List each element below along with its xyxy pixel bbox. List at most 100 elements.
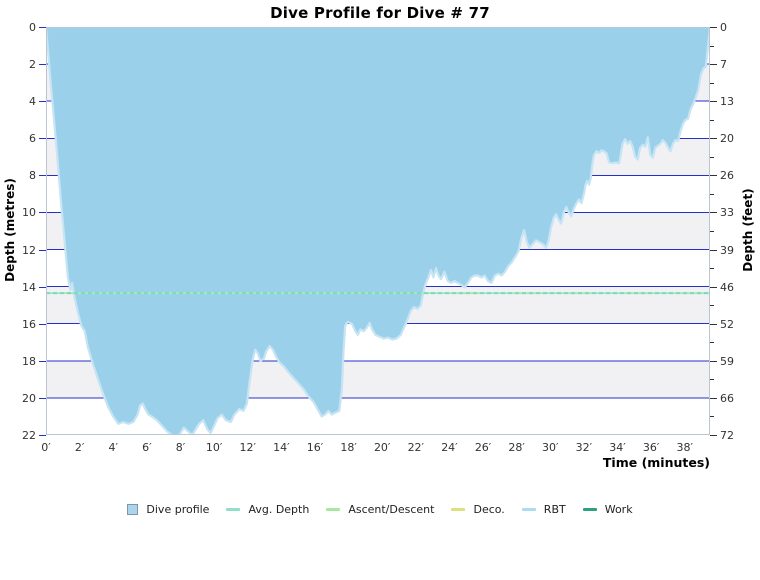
metres-tick-label: 10 [22,206,36,220]
time-tick-label: 22′ [407,441,425,454]
time-tick-label: 2′ [74,441,85,454]
metres-tick-mark [39,249,46,251]
time-tick-label: 10′ [205,441,223,454]
metres-tick-label: 0 [29,21,36,34]
feet-tick-label: 59 [720,354,734,368]
legend-item-label: Work [604,503,633,516]
feet-minor-tick-mark [710,379,714,381]
legend-item-label: RBT [543,503,566,516]
metres-tick-label: 2 [29,58,36,72]
metres-tick-label: 12 [22,243,36,257]
chart-title: Dive Profile for Dive # 77 [270,4,490,22]
feet-minor-tick-mark [710,231,714,232]
feet-tick-mark [710,27,717,28]
feet-tick-mark [710,435,717,436]
feet-minor-tick-mark [710,416,714,418]
feet-tick-mark [710,212,717,214]
metres-tick-mark [39,138,46,140]
feet-minor-tick-mark [710,305,714,307]
x-axis-label: Time (minutes) [602,455,710,470]
feet-tick-label: 26 [720,169,734,183]
time-tick-label: 30′ [542,441,559,454]
legend-item-dive-profile: Dive profile [127,503,209,516]
legend-swatch-ascent-descent-icon [326,508,341,511]
time-tick-label: 36′ [642,441,660,454]
feet-tick-mark [710,397,717,399]
legend-swatch-deco-icon [451,508,466,511]
metres-tick-label: 8 [29,169,36,183]
time-tick-label: 0′ [41,441,51,454]
feet-tick-label: 7 [720,58,727,72]
legend-item-avg-depth: Avg. Depth [226,503,309,516]
legend-swatch-dive-profile-icon [127,504,139,515]
metres-tick-mark [39,101,46,103]
time-tick-label: 20′ [373,441,391,454]
feet-minor-tick-mark [710,45,714,47]
feet-tick-mark [710,101,717,103]
time-tick-label: 32′ [575,441,593,454]
legend-item-label: Dive profile [146,503,210,516]
feet-minor-tick-mark [710,156,714,158]
feet-tick-label: 33 [720,206,734,220]
metres-tick-mark [39,175,46,177]
feet-minor-tick-mark [710,82,714,84]
feet-minor-tick-mark [710,193,714,195]
feet-tick-label: 52 [720,317,734,331]
time-tick-label: 4′ [108,441,118,454]
legend-item-label: Avg. Depth [248,503,310,516]
feet-tick-label: 13 [720,95,734,109]
feet-tick-mark [710,323,717,325]
metres-tick-label: 6 [29,132,36,146]
metres-tick-mark [39,323,46,325]
feet-tick-label: 39 [720,243,734,257]
feet-minor-tick-mark [710,268,714,270]
feet-minor-tick-mark [710,342,714,344]
legend-item-label: Deco. [473,503,505,516]
feet-tick-mark [710,286,717,288]
feet-tick-mark [710,64,717,66]
legend: Dive profile Avg. Depth Ascent/Descent Deco… [0,503,760,516]
legend-item-deco: Deco. [451,503,505,516]
feet-tick-label: 0 [720,21,727,34]
legend-item-rbt: RBT [521,503,566,516]
legend-swatch-work-icon [582,508,597,511]
plot-area [46,27,710,435]
dive-profile-chart [46,27,710,435]
feet-tick-mark [710,249,717,251]
legend-item-label: Ascent/Descent [348,503,435,516]
metres-tick-label: 16 [22,317,36,331]
time-tick-label: 14′ [273,441,290,454]
time-tick-label: 6′ [142,441,152,454]
time-tick-label: 8′ [175,441,186,454]
legend-swatch-rbt-icon [521,508,536,511]
feet-minor-tick-mark [710,119,714,121]
dive-profile-area [46,27,710,435]
feet-tick-mark [710,138,717,140]
feet-tick-label: 66 [720,391,734,405]
metres-tick-mark [39,27,46,28]
feet-tick-label: 20 [720,132,734,146]
time-tick-label: 34′ [609,441,626,454]
metres-tick-mark [39,286,46,288]
time-tick-label: 24′ [441,441,458,454]
y-axis-right-label: Depth (feet) [741,188,755,272]
legend-swatch-avg-depth-icon [226,508,241,511]
feet-tick-label: 72 [720,429,734,442]
metres-tick-mark [39,64,46,66]
time-tick-label: 26′ [474,441,492,454]
time-tick-label: 16′ [306,441,324,454]
feet-tick-mark [710,175,717,177]
metres-tick-mark [39,212,46,214]
plot-frame [46,27,710,435]
time-tick-label: 28′ [508,441,525,454]
feet-tick-label: 46 [720,280,734,294]
metres-tick-mark [39,397,46,399]
metres-tick-label: 20 [22,391,36,405]
legend-item-work: Work [582,503,633,516]
feet-tick-mark [710,360,717,362]
time-tick-label: 38′ [676,441,694,454]
metres-tick-label: 18 [22,354,36,368]
metres-tick-mark [39,360,46,362]
time-tick-label: 12′ [239,441,256,454]
